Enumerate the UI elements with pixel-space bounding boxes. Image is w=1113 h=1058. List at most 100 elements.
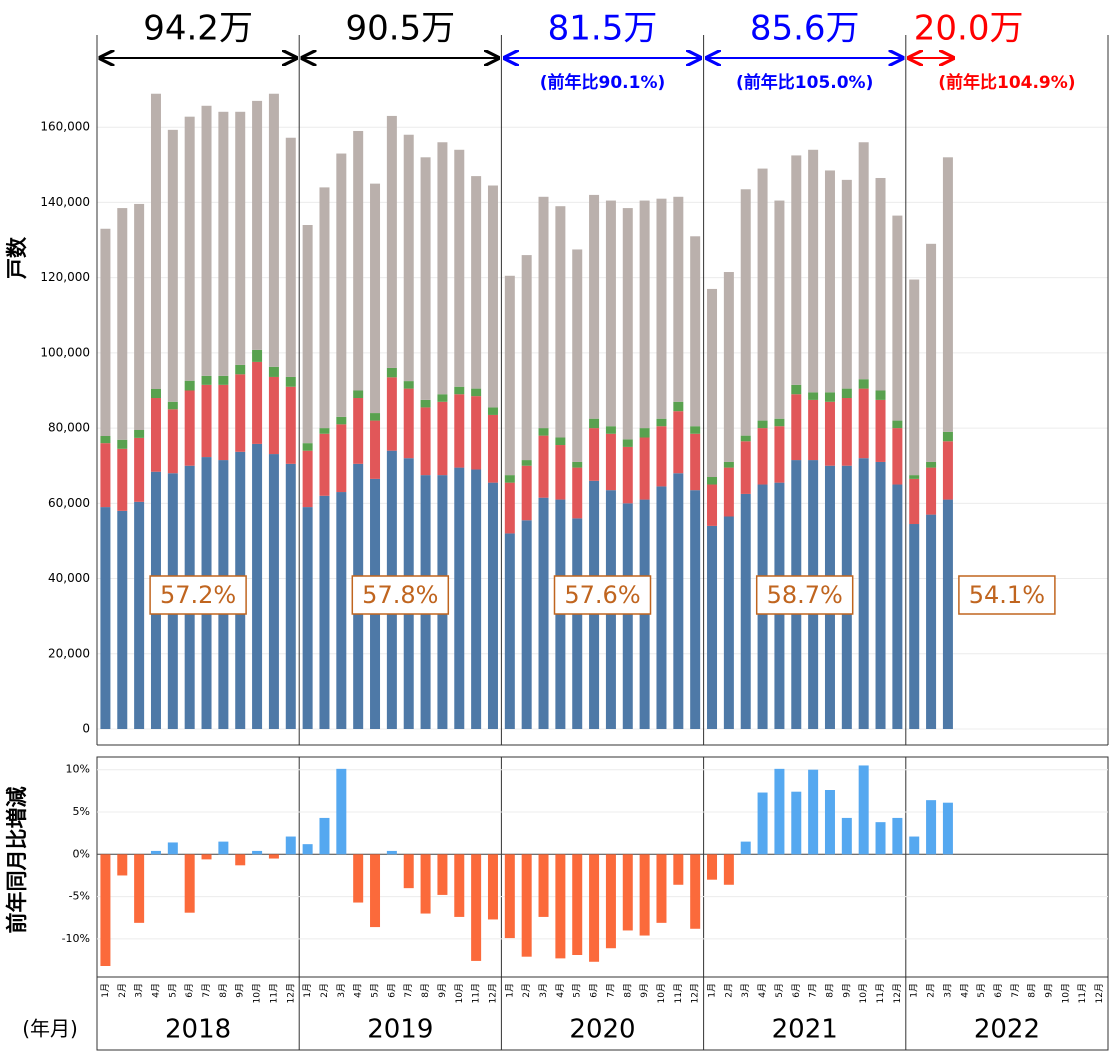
bar-segment (942, 499, 953, 729)
bar-segment (370, 183, 381, 414)
x-tick-label: 3月 (134, 983, 145, 998)
x-tick-label: 7月 (605, 983, 616, 998)
x-tick-label: 10月 (656, 983, 667, 1003)
bar-segment (824, 170, 835, 393)
x-tick-label: 11月 (471, 983, 482, 1003)
y-tick-label: 80,000 (48, 421, 90, 435)
bar-segment (117, 510, 128, 729)
y-tick-label: 40,000 (48, 571, 90, 585)
share-box (958, 575, 1056, 615)
share-box (351, 575, 450, 615)
bar-segment (353, 130, 364, 391)
bar (757, 792, 768, 855)
x-tick-label: 6月 (386, 983, 397, 998)
bar-segment (268, 454, 279, 729)
bar-segment (521, 465, 532, 521)
bar-segment (487, 482, 498, 729)
year-label: 2019 (367, 1015, 433, 1045)
y-axis-title: 前年同月比増減 (5, 787, 29, 934)
bar-segment (100, 228, 111, 437)
bar-segment (555, 437, 566, 446)
y-tick-label: 10% (66, 763, 90, 776)
bar-segment (252, 349, 263, 362)
bar (858, 765, 869, 855)
bar-segment (336, 492, 347, 729)
x-tick-label: 11月 (673, 983, 684, 1003)
bar (707, 854, 718, 880)
bar (774, 768, 785, 855)
bar (319, 817, 330, 855)
bar-segment (926, 514, 937, 729)
bar-segment (690, 490, 701, 729)
bar-segment (639, 428, 650, 438)
year-label: 2020 (569, 1015, 635, 1045)
x-tick-label: 11月 (875, 983, 886, 1003)
bar-segment (252, 100, 263, 350)
bar-segment (386, 115, 397, 368)
x-tick-label: 5月 (572, 983, 583, 998)
bar-segment (673, 401, 684, 412)
bar-segment (555, 206, 566, 438)
bar (723, 854, 734, 885)
bar (740, 841, 751, 855)
x-tick-label: 2月 (521, 983, 532, 998)
y-axis-title: 戸数 (5, 236, 29, 279)
year-yoy: (前年比90.1%) (540, 72, 666, 93)
bar (235, 854, 246, 866)
bar (808, 769, 819, 855)
bar-segment (757, 168, 768, 421)
bar-segment (892, 420, 903, 429)
bar-segment (134, 203, 145, 430)
bar-segment (302, 450, 313, 508)
bar-segment (117, 439, 128, 449)
bar-segment (134, 501, 145, 729)
bar-segment (673, 196, 684, 402)
bar-segment (622, 503, 633, 729)
y-tick-label: 160,000 (40, 120, 90, 134)
x-tick-label: 4月 (959, 983, 970, 998)
x-tick-label: 1月 (100, 983, 111, 998)
bar (892, 817, 903, 855)
x-tick-label: 12月 (487, 983, 498, 1003)
bar (252, 850, 263, 855)
bar-segment (740, 189, 751, 436)
bar-segment (504, 533, 515, 729)
bar-segment (723, 272, 734, 462)
bar-segment (471, 396, 482, 470)
bar-segment (892, 484, 903, 729)
bar-segment (589, 194, 600, 419)
bar-segment (150, 388, 161, 399)
y-tick-label: 20,000 (48, 646, 90, 660)
x-tick-label: 6月 (791, 983, 802, 998)
bar-segment (117, 208, 128, 440)
x-tick-label: 4月 (150, 983, 161, 998)
bar-segment (454, 149, 465, 387)
bar (639, 854, 650, 936)
bar (167, 842, 178, 855)
bar-segment (319, 433, 330, 496)
bar-segment (302, 443, 313, 451)
x-tick-label: 8月 (824, 983, 835, 998)
x-tick-label: 5月 (370, 983, 381, 998)
bar-segment (370, 413, 381, 421)
bar-segment (302, 225, 313, 444)
bar-segment (150, 398, 161, 472)
bar-segment (808, 392, 819, 400)
bar-segment (184, 116, 195, 381)
bar-segment (386, 367, 397, 378)
bar-segment (285, 386, 296, 464)
year-yoy: (前年比105.0%) (736, 72, 873, 93)
x-tick-label: 5月 (774, 983, 785, 998)
bar-segment (302, 507, 313, 729)
year-yoy: (前年比104.9%) (938, 72, 1075, 93)
x-tick-label: 5月 (976, 983, 987, 998)
x-tick-label: 2月 (723, 983, 734, 998)
x-tick-label: 11月 (268, 983, 279, 1003)
year-label: 2022 (974, 1015, 1040, 1045)
bar (117, 854, 128, 876)
bar-segment (336, 424, 347, 493)
share-label: 57.8% (362, 581, 438, 609)
bar-segment (235, 364, 246, 375)
bar-segment (167, 409, 178, 474)
bar-segment (656, 426, 667, 487)
